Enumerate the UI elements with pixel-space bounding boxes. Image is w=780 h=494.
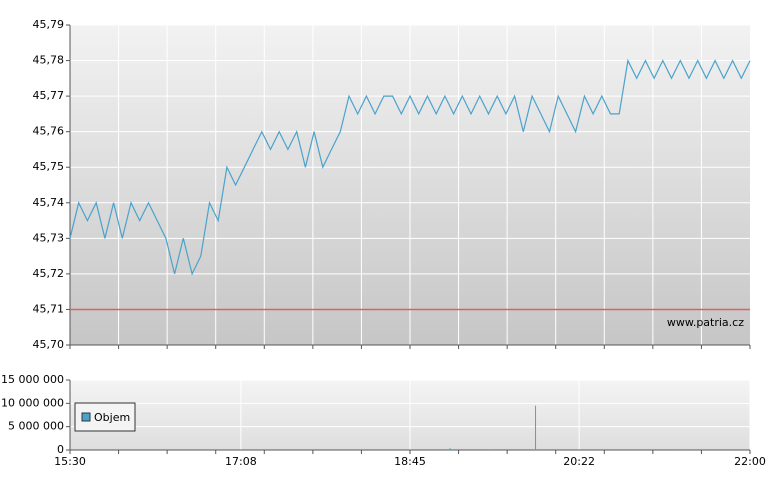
legend-label: Objem — [94, 411, 130, 424]
x-tick-label: 22:00 — [734, 455, 766, 468]
y-tick-label: 45,77 — [33, 89, 65, 102]
y-tick-label: 0 — [57, 443, 64, 456]
x-tick-label: 17:08 — [225, 455, 257, 468]
y-tick-label: 45,78 — [33, 54, 65, 67]
y-tick-label: 10 000 000 — [1, 396, 64, 409]
y-tick-label: 45,72 — [33, 267, 65, 280]
y-tick-label: 15 000 000 — [1, 373, 64, 386]
y-tick-label: 45,76 — [33, 125, 65, 138]
volume-bar — [679, 449, 681, 450]
x-tick-label: 20:22 — [563, 455, 595, 468]
x-tick-label: 18:45 — [394, 455, 426, 468]
y-tick-label: 45,75 — [33, 160, 65, 173]
x-tick-label: 15:30 — [54, 455, 86, 468]
y-tick-label: 45,73 — [33, 231, 65, 244]
volume-bar — [449, 448, 451, 450]
volume-bar — [487, 449, 489, 450]
y-tick-label: 45,74 — [33, 196, 65, 209]
volume-bar — [535, 405, 537, 450]
y-tick-label: 45,79 — [33, 18, 65, 31]
price-line — [69, 58, 751, 276]
watermark: www.patria.cz — [667, 316, 744, 329]
y-tick-label: 5 000 000 — [8, 420, 64, 433]
legend-swatch — [81, 412, 91, 422]
y-tick-label: 45,71 — [33, 302, 65, 315]
y-tick-label: 45,70 — [33, 338, 65, 351]
